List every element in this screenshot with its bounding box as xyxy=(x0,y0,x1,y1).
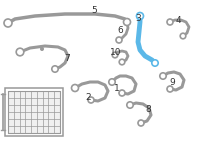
Text: 5: 5 xyxy=(91,5,97,15)
Text: 9: 9 xyxy=(169,77,175,86)
Circle shape xyxy=(112,52,118,58)
Circle shape xyxy=(119,90,125,96)
Text: 3: 3 xyxy=(135,14,141,22)
Circle shape xyxy=(136,12,144,20)
Circle shape xyxy=(52,66,58,72)
Circle shape xyxy=(167,19,173,25)
Text: 7: 7 xyxy=(64,54,70,62)
Circle shape xyxy=(16,48,24,56)
Circle shape xyxy=(119,59,125,65)
Circle shape xyxy=(88,97,94,103)
Text: 10: 10 xyxy=(110,47,122,56)
Text: 8: 8 xyxy=(145,106,151,115)
Circle shape xyxy=(180,33,186,39)
Circle shape xyxy=(160,73,166,79)
Circle shape xyxy=(72,85,79,91)
Circle shape xyxy=(4,19,12,27)
Text: 2: 2 xyxy=(85,92,91,101)
Circle shape xyxy=(127,102,133,108)
Circle shape xyxy=(40,47,44,51)
Circle shape xyxy=(138,120,144,126)
Bar xyxy=(8,91,60,133)
Circle shape xyxy=(116,37,122,43)
Circle shape xyxy=(167,86,173,92)
Text: 1: 1 xyxy=(114,83,120,92)
Text: 6: 6 xyxy=(117,25,123,35)
Circle shape xyxy=(109,79,115,85)
Bar xyxy=(5,88,63,136)
Circle shape xyxy=(124,19,130,25)
Circle shape xyxy=(152,60,158,66)
Text: 4: 4 xyxy=(175,15,181,25)
